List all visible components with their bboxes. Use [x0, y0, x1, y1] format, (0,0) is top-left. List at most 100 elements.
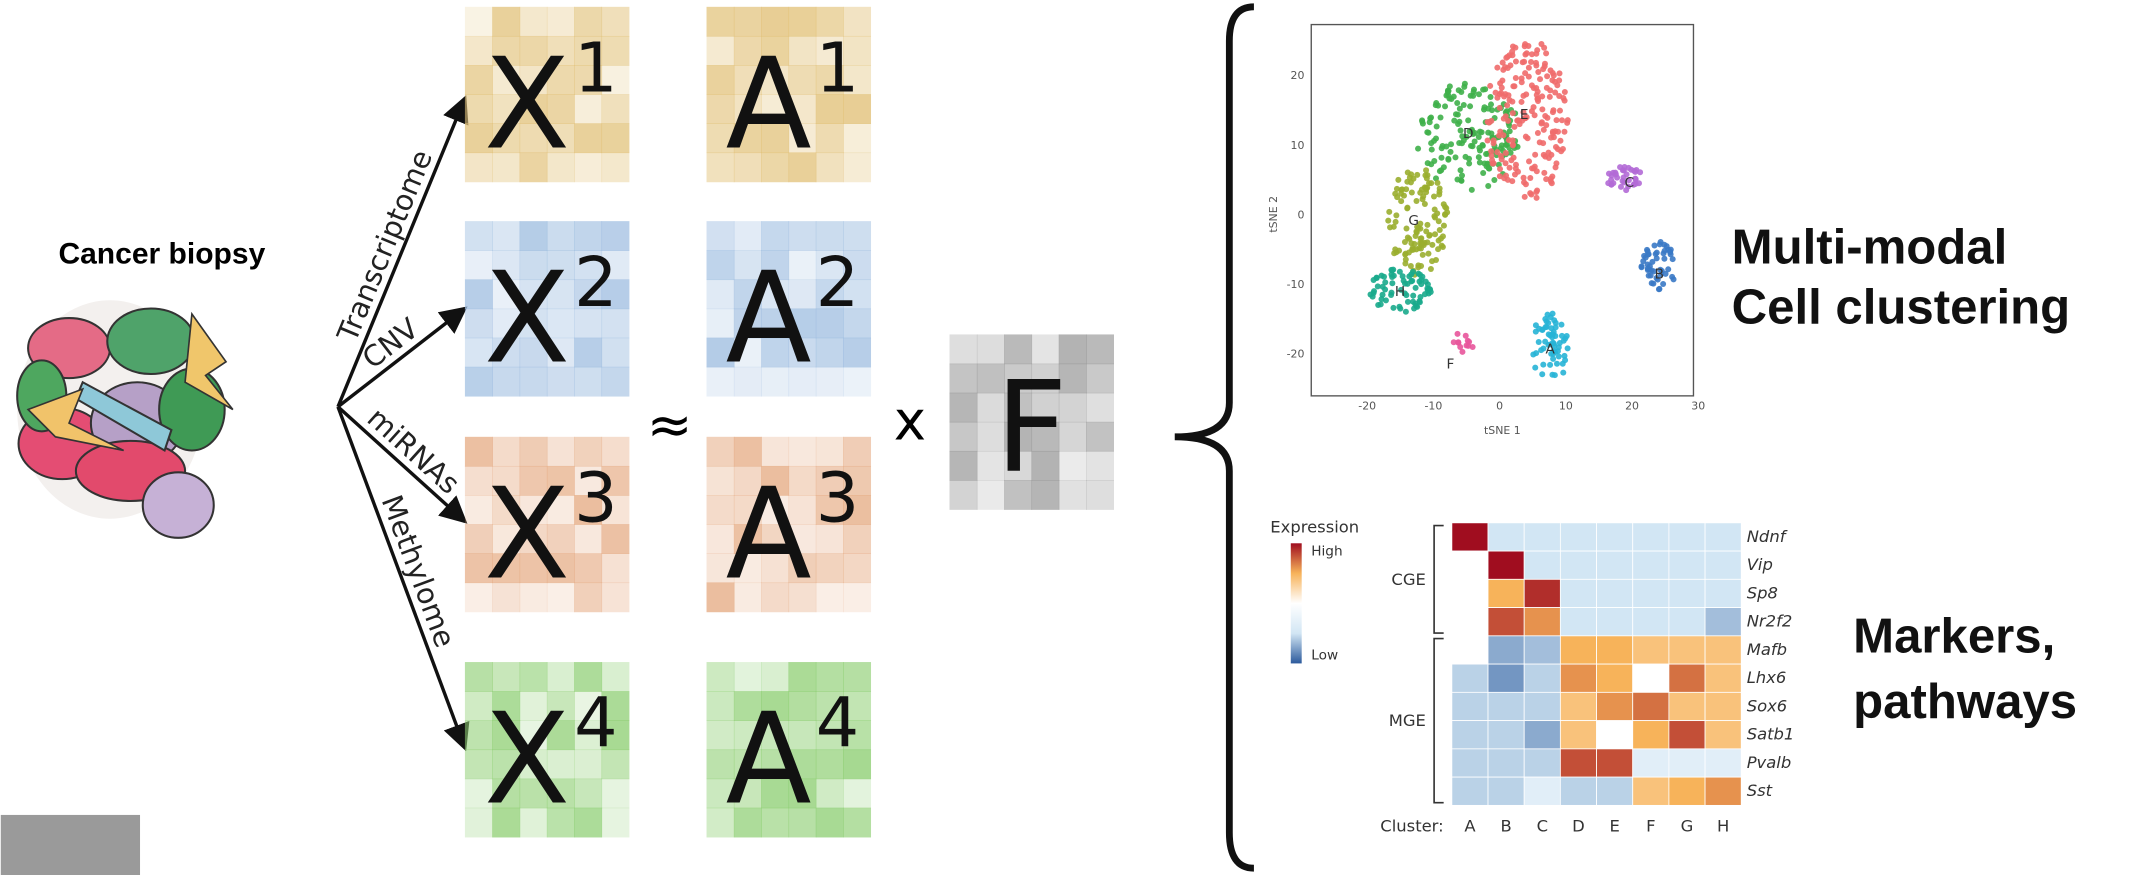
cell-dot: [1494, 65, 1500, 71]
cell-dot: [1561, 129, 1567, 135]
cell-dot: [1668, 251, 1674, 257]
heatmap-cell: [1669, 579, 1705, 607]
heatmap-cell: [1560, 664, 1596, 692]
heatmap-cell: [1488, 664, 1524, 692]
cell-dot: [1424, 239, 1430, 245]
heatmap-cell: [1705, 749, 1741, 777]
heatmap-cell: [1560, 579, 1596, 607]
cell-dot: [1505, 65, 1511, 71]
heatmap-cell: [1669, 692, 1705, 720]
cell-dot: [1548, 67, 1554, 73]
cell-dot: [1519, 99, 1525, 105]
matrix-cell: [601, 808, 629, 838]
cell-dot: [1662, 248, 1668, 254]
group-label: CGE: [1391, 570, 1425, 589]
cell-dot: [1426, 180, 1432, 186]
cell-dot: [1393, 212, 1399, 218]
cell-dot: [1542, 113, 1548, 119]
cell-dot: [1661, 256, 1667, 262]
matrix-index: 4: [574, 685, 617, 764]
cell-dot: [1374, 275, 1380, 281]
heatmap-cell: [1705, 551, 1741, 579]
cell-dot: [1466, 156, 1472, 162]
heatmap-cell: [1452, 777, 1488, 805]
matrix-name: X: [484, 686, 570, 833]
heatmap-cell: [1597, 777, 1633, 805]
y-tick-label: 10: [1291, 139, 1305, 152]
cell-dot: [1548, 314, 1554, 320]
cell-dot: [1521, 179, 1527, 185]
cell-dot: [1417, 299, 1423, 305]
gene-label: Lhx6: [1747, 668, 1787, 687]
matrix-cell: [1086, 393, 1114, 423]
cell-dot: [1532, 365, 1538, 371]
heatmap-cell: [1633, 579, 1669, 607]
cluster-label: E: [1520, 107, 1529, 123]
heatmap-cell: [1560, 551, 1596, 579]
heatmap-cell: [1524, 551, 1560, 579]
cell-dot: [1544, 73, 1550, 79]
approx-symbol: ≈: [647, 393, 693, 457]
cell-dot: [1521, 59, 1527, 65]
cell-dot: [1425, 281, 1431, 287]
cell-dot: [1499, 85, 1505, 91]
cell-dot: [1438, 114, 1444, 120]
cell-dot: [1482, 86, 1488, 92]
cell-dot: [1454, 176, 1460, 182]
cell-dot: [1418, 281, 1424, 287]
cluster-label: D: [1463, 126, 1474, 142]
cell-dot: [1488, 101, 1494, 107]
cell-dot: [1525, 43, 1531, 49]
matrix-name: A: [726, 460, 812, 607]
heatmap-cell: [1669, 721, 1705, 749]
heatmap-cell: [1705, 523, 1741, 551]
cell-dot: [1477, 160, 1483, 166]
cell-dot: [1524, 50, 1530, 56]
heatmap-cell: [1633, 608, 1669, 636]
cell-dot: [1554, 117, 1560, 123]
cluster-axis-label: Cluster:: [1380, 816, 1443, 835]
markers-label: Markers,: [1853, 609, 2055, 663]
cell-dot: [1510, 83, 1516, 89]
matrix-cell: [574, 123, 602, 153]
times-symbol: x: [894, 389, 926, 453]
omics-label: miRNAs: [361, 401, 467, 501]
x-tick-label: 10: [1559, 400, 1573, 413]
matrix-cell: [950, 451, 978, 481]
cell-dot: [1413, 285, 1419, 291]
cell-dot: [1447, 83, 1453, 89]
cell-dot: [1499, 142, 1505, 148]
heatmap-cell: [1633, 664, 1669, 692]
clustering-label: Multi-modal: [1732, 220, 2008, 274]
heatmap-cell: [1705, 579, 1741, 607]
cell-dot: [1403, 309, 1409, 315]
matrix-cell: [574, 808, 602, 838]
cell-dot: [1465, 338, 1471, 344]
cell-dot: [1486, 165, 1492, 171]
heatmap-cell: [1560, 749, 1596, 777]
cell-dot: [1445, 157, 1451, 163]
heatmap-cell: [1560, 636, 1596, 664]
cell-dot: [1639, 264, 1645, 270]
cell-dot: [1538, 41, 1544, 47]
heatmap-cell: [1633, 749, 1669, 777]
cell-dot: [1409, 247, 1415, 253]
cell-dot: [1536, 339, 1542, 345]
cell-dot: [1503, 160, 1509, 166]
cell-dot: [1565, 345, 1571, 351]
heatmap-cell: [1488, 523, 1524, 551]
cell-dot: [1422, 201, 1428, 207]
cell-dot: [1425, 160, 1431, 166]
cell-dot: [1389, 290, 1395, 296]
cell-dot: [1415, 264, 1421, 270]
cell-dot: [1654, 255, 1660, 261]
heatmap-cell: [1488, 749, 1524, 777]
cell-dot: [1438, 155, 1444, 161]
cell-dot: [1523, 134, 1529, 140]
markers-label: pathways: [1853, 675, 2077, 729]
cell-dot: [1557, 108, 1563, 114]
heatmap-cell: [1452, 608, 1488, 636]
presenter-photo: [1, 815, 140, 875]
cell-dot: [1560, 370, 1566, 376]
gene-label: Mafb: [1747, 640, 1787, 659]
